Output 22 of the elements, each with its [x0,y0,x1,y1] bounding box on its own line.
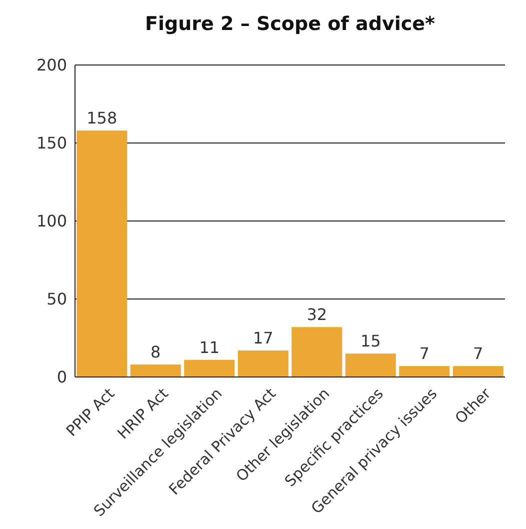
bar [76,130,128,377]
y-tick-label: 50 [46,290,67,309]
data-label: 11 [199,338,220,357]
data-label: 15 [360,332,381,351]
bar [292,327,342,377]
bar [130,364,181,377]
bar [399,366,450,377]
data-label: 158 [86,108,118,128]
chart-title: Figure 2 – Scope of advice* [145,13,435,35]
y-tick-label: 150 [36,134,67,153]
y-tick-label: 0 [56,368,67,387]
data-label: 7 [473,344,484,364]
data-label: 7 [419,344,430,364]
y-tick-label: 200 [36,56,67,75]
bar [345,354,396,377]
y-tick-label: 100 [36,212,67,231]
data-label: 32 [306,305,328,324]
bar [238,350,288,377]
data-label: 8 [150,342,161,362]
bar [452,366,504,377]
bar [184,360,235,377]
data-label: 17 [252,328,274,348]
